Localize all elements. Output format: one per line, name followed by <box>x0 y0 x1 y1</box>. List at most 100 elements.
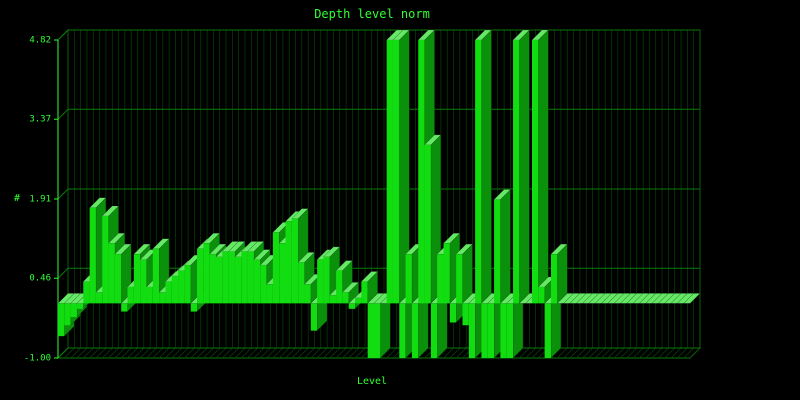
bar-front <box>247 251 254 304</box>
floor-grid <box>196 347 208 359</box>
floor-grid <box>234 347 246 359</box>
bar-top-light <box>677 293 694 304</box>
floor-grid <box>601 347 612 359</box>
bar-front <box>443 243 450 304</box>
bar-top-light <box>626 293 644 304</box>
bar <box>544 292 562 359</box>
bar-top-light <box>70 293 87 304</box>
bar-top-light <box>58 293 75 304</box>
bar-top-light <box>614 293 631 304</box>
bar-top <box>101 205 119 217</box>
chart-title: Depth level norm <box>314 7 430 21</box>
floor-grid <box>83 347 94 359</box>
bar-top <box>360 271 379 282</box>
bar <box>531 29 549 304</box>
bar-front <box>323 256 330 304</box>
floor-grid <box>323 347 334 359</box>
floor-grid <box>203 347 214 359</box>
bar-front <box>310 303 318 331</box>
bar-top-light <box>550 244 568 255</box>
bar-front <box>544 303 551 358</box>
bar-side-shade <box>519 30 530 304</box>
floor-grid <box>247 347 258 359</box>
bar-front <box>317 259 324 304</box>
bar-front <box>481 303 488 358</box>
bar <box>392 29 410 304</box>
floor-grid <box>241 347 252 359</box>
floor-grid <box>64 347 75 359</box>
bar-front <box>500 303 507 358</box>
bar-front <box>399 303 406 358</box>
floor-grid <box>139 347 151 359</box>
floor-grid <box>525 347 536 359</box>
bar-front <box>329 295 337 304</box>
bar-front <box>272 232 280 304</box>
bar-front <box>494 199 501 304</box>
bar-front <box>487 303 495 358</box>
bar-top-light <box>443 233 460 244</box>
floor-grid <box>272 347 284 359</box>
grid-line <box>57 188 700 200</box>
bar-side-shade <box>481 30 492 304</box>
bar-top-light <box>652 293 669 304</box>
bar-front <box>342 292 349 304</box>
bar <box>455 243 473 304</box>
floor-grid <box>278 347 290 359</box>
bar-front <box>83 281 90 304</box>
bar-top-light <box>405 244 422 255</box>
bar-front <box>76 303 84 309</box>
floor-grid <box>651 347 663 359</box>
bar-top-light <box>253 249 271 260</box>
floor-grid <box>158 347 170 359</box>
bar-side-shade <box>437 293 448 358</box>
y-axis-label: # <box>14 193 20 204</box>
floor-grid <box>190 347 201 359</box>
floor-grid <box>569 347 581 359</box>
bar-front <box>449 303 457 323</box>
bar-top-light <box>563 293 580 304</box>
bar-top-light <box>291 208 309 219</box>
floor-grid <box>285 347 296 359</box>
grid-line <box>57 29 700 41</box>
bar-top-light <box>323 246 340 257</box>
bar-top-light <box>222 241 239 252</box>
bar-front <box>203 243 210 304</box>
bar-front <box>159 292 166 304</box>
bar-front <box>152 248 160 304</box>
bar-front <box>430 303 438 358</box>
bar <box>424 134 442 304</box>
floor-grid <box>335 347 347 359</box>
bar-top-light <box>633 293 650 304</box>
bar-top-light <box>576 293 593 304</box>
bar-top-light <box>513 30 530 40</box>
bar-front <box>298 262 305 304</box>
floor-grid <box>177 347 189 359</box>
floor-grid <box>297 347 309 359</box>
floor-grid <box>576 347 587 359</box>
bar-top-light <box>494 189 511 200</box>
bar-front <box>133 254 141 304</box>
floor-grid <box>310 347 322 359</box>
bar-front <box>411 303 419 358</box>
floor-grid <box>563 347 574 359</box>
bar-top-light <box>304 274 321 285</box>
floor-grid <box>626 347 638 359</box>
bar-top-light <box>557 293 574 304</box>
floor-grid <box>127 347 138 359</box>
bar-top-light <box>601 293 618 304</box>
bar-top-light <box>645 293 663 304</box>
bar-top-light <box>342 282 359 293</box>
bar-front <box>95 292 103 304</box>
bar-top-light <box>639 293 656 304</box>
bar-top-light <box>64 293 81 304</box>
floor-grid <box>222 347 233 359</box>
floor-grid <box>260 347 271 359</box>
x-axis-label: Level <box>357 376 387 387</box>
bar-side-shade <box>538 30 549 304</box>
y-tick-label: -1.00 <box>24 354 51 364</box>
bar-top-light <box>133 244 151 255</box>
bar-top-light <box>228 241 245 252</box>
bar-top-light <box>481 293 498 304</box>
bar-top-light <box>607 293 625 304</box>
floor-grid <box>613 347 625 359</box>
